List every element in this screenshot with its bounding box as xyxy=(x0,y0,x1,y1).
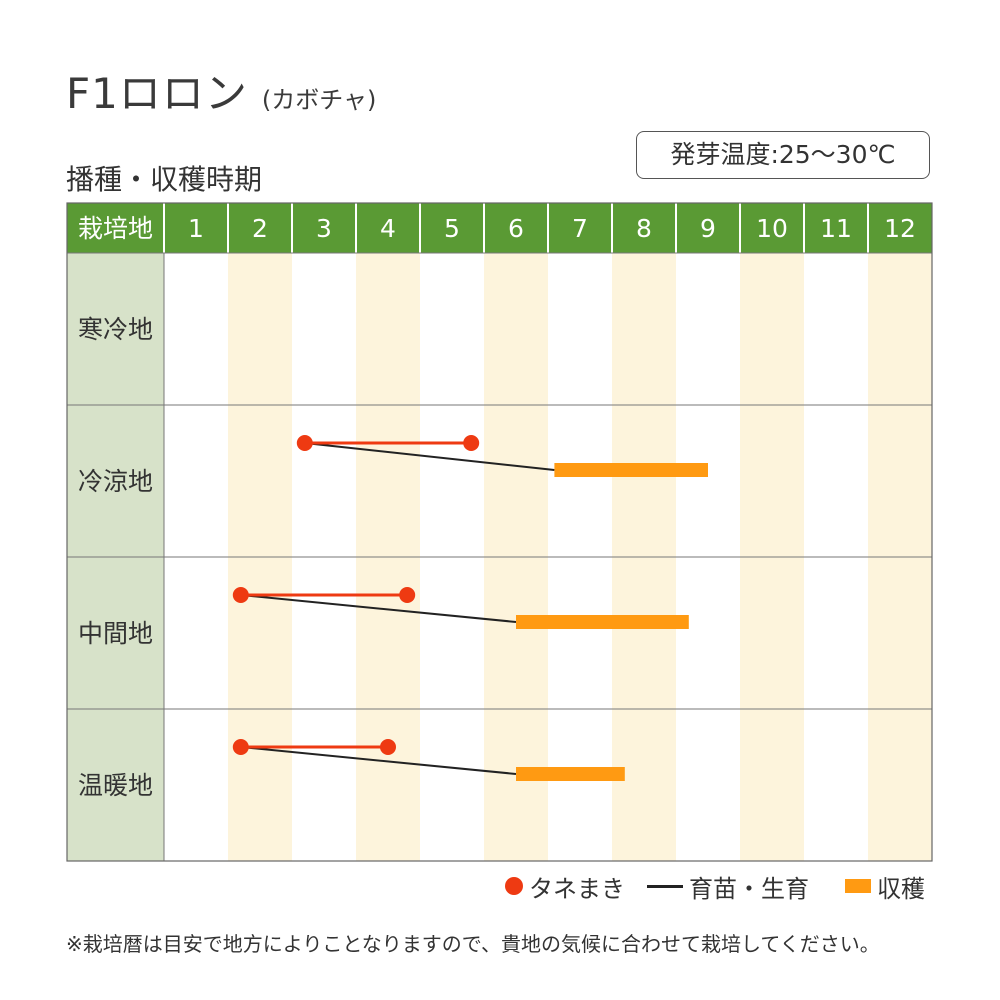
section-title: 播種・収穫時期 xyxy=(66,163,263,196)
sowing-start-dot xyxy=(232,587,249,603)
footnote: ※栽培暦は目安で地方によりことなりますので、貴地の気候に合わせて栽培してください… xyxy=(66,932,880,956)
sowing-start-dot xyxy=(232,739,249,755)
legend-label-sowing: タネまき xyxy=(529,874,625,903)
month-label: 8 xyxy=(636,214,652,243)
legend-item-harvest: 収穫 xyxy=(845,869,925,904)
growing-line-icon xyxy=(647,884,683,888)
harvest-bar xyxy=(554,463,708,477)
harvest-bar-icon xyxy=(845,879,871,893)
title-main: F1ロロン xyxy=(66,69,248,118)
month-label: 4 xyxy=(380,214,396,243)
month-label: 11 xyxy=(820,214,852,243)
region-label: 中間地 xyxy=(78,619,153,648)
header-band xyxy=(67,203,932,253)
region-label: 冷涼地 xyxy=(78,467,153,496)
month-label: 9 xyxy=(700,214,716,243)
germination-temperature-box: 発芽温度:25～30℃ xyxy=(636,131,930,179)
month-label: 6 xyxy=(508,214,524,243)
month-label: 5 xyxy=(444,214,460,243)
sowing-end-dot xyxy=(463,435,480,451)
legend-item-sowing: タネまき xyxy=(505,869,625,904)
region-label: 寒冷地 xyxy=(78,315,153,344)
chart-frame xyxy=(66,202,933,862)
region-label: 温暖地 xyxy=(78,771,153,800)
month-label: 2 xyxy=(252,214,268,243)
sowing-end-dot xyxy=(380,739,396,755)
harvest-bar xyxy=(516,767,625,781)
growing-line xyxy=(240,594,517,623)
month-label: 7 xyxy=(572,214,588,243)
page-title: F1ロロン (カボチャ) xyxy=(66,60,376,121)
month-label: 3 xyxy=(316,214,332,243)
growing-line xyxy=(304,442,555,471)
month-label: 12 xyxy=(884,214,916,243)
month-label: 1 xyxy=(188,214,204,243)
legend-item-growing: 育苗・生育 xyxy=(647,869,809,904)
legend: タネまき 育苗・生育 収穫 xyxy=(505,868,925,904)
legend-label-growing: 育苗・生育 xyxy=(689,874,809,903)
sowing-start-dot xyxy=(296,435,313,451)
sowing-dot-icon xyxy=(505,877,523,895)
harvest-bar xyxy=(516,615,689,629)
growing-line xyxy=(240,746,517,775)
month-label: 10 xyxy=(756,214,788,243)
title-subtitle: (カボチャ) xyxy=(261,86,377,114)
legend-label-harvest: 収穫 xyxy=(877,874,925,903)
header-region-label: 栽培地 xyxy=(78,214,153,243)
sowing-end-dot xyxy=(399,587,416,603)
